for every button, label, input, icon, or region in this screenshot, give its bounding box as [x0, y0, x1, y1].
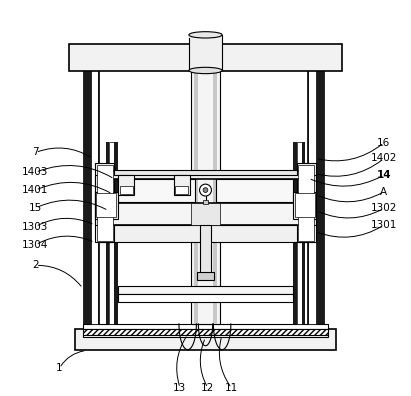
Bar: [297, 163, 316, 242]
Text: A: A: [380, 187, 387, 197]
Text: 14: 14: [376, 170, 391, 180]
Circle shape: [200, 184, 211, 196]
Text: 16: 16: [377, 137, 390, 148]
Bar: [95, 163, 114, 242]
Text: 11: 11: [225, 383, 238, 393]
Bar: [83, 324, 328, 329]
Bar: [83, 70, 91, 324]
Text: 1403: 1403: [22, 167, 48, 177]
Bar: [83, 329, 328, 336]
Text: 13: 13: [173, 383, 186, 393]
Text: 1302: 1302: [370, 203, 397, 213]
Ellipse shape: [189, 67, 222, 74]
Bar: [191, 70, 220, 324]
Bar: [216, 179, 293, 202]
Bar: [191, 203, 220, 225]
Bar: [95, 175, 99, 225]
Bar: [118, 294, 293, 302]
Bar: [83, 335, 328, 337]
Bar: [293, 192, 316, 219]
Bar: [99, 171, 312, 179]
Bar: [297, 142, 302, 324]
Bar: [69, 44, 342, 71]
Text: 1303: 1303: [22, 221, 48, 232]
Bar: [298, 165, 314, 241]
Bar: [189, 35, 222, 38]
Bar: [309, 70, 316, 324]
Bar: [312, 175, 316, 225]
Bar: [189, 35, 222, 70]
Bar: [97, 165, 113, 241]
Text: 1401: 1401: [22, 185, 48, 195]
Bar: [118, 175, 134, 195]
Bar: [197, 272, 214, 280]
Text: 12: 12: [201, 383, 214, 393]
Bar: [98, 70, 99, 324]
Bar: [194, 70, 199, 324]
Text: 15: 15: [29, 203, 42, 213]
Text: 1: 1: [55, 363, 62, 373]
Bar: [118, 286, 293, 294]
Bar: [316, 70, 323, 324]
Bar: [175, 186, 189, 194]
Bar: [95, 192, 118, 219]
Ellipse shape: [189, 32, 222, 38]
Text: 1304: 1304: [22, 240, 48, 250]
Bar: [75, 329, 336, 350]
Bar: [99, 203, 312, 225]
Bar: [203, 200, 208, 204]
Bar: [96, 193, 116, 217]
Bar: [307, 70, 309, 324]
Bar: [114, 142, 118, 324]
Text: 1301: 1301: [370, 220, 397, 230]
Text: 7: 7: [32, 147, 39, 158]
Bar: [91, 70, 98, 324]
Circle shape: [203, 188, 208, 192]
Bar: [118, 179, 195, 202]
Bar: [302, 142, 305, 324]
Bar: [106, 142, 109, 324]
Text: 2: 2: [32, 260, 39, 270]
Text: 1402: 1402: [370, 153, 397, 164]
Bar: [293, 142, 297, 324]
Bar: [200, 225, 211, 274]
Bar: [295, 193, 315, 217]
Bar: [109, 142, 114, 324]
Bar: [212, 70, 217, 324]
Bar: [99, 225, 312, 242]
Bar: [113, 170, 298, 175]
Bar: [174, 175, 189, 195]
Bar: [120, 186, 133, 194]
